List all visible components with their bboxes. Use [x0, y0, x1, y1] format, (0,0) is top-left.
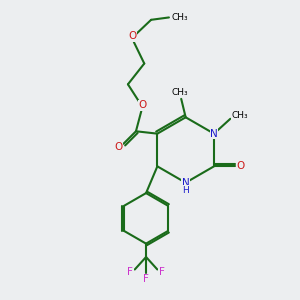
Text: F: F — [128, 267, 133, 277]
Text: CH₃: CH₃ — [171, 13, 188, 22]
Text: O: O — [114, 142, 122, 152]
Text: F: F — [159, 267, 165, 277]
Text: F: F — [143, 274, 149, 284]
Text: O: O — [128, 31, 136, 41]
Text: H: H — [182, 186, 189, 195]
Text: N: N — [182, 178, 190, 188]
Text: O: O — [236, 161, 244, 171]
Text: O: O — [139, 100, 147, 110]
Text: CH₃: CH₃ — [232, 111, 248, 120]
Text: N: N — [210, 129, 218, 139]
Text: CH₃: CH₃ — [171, 88, 188, 97]
